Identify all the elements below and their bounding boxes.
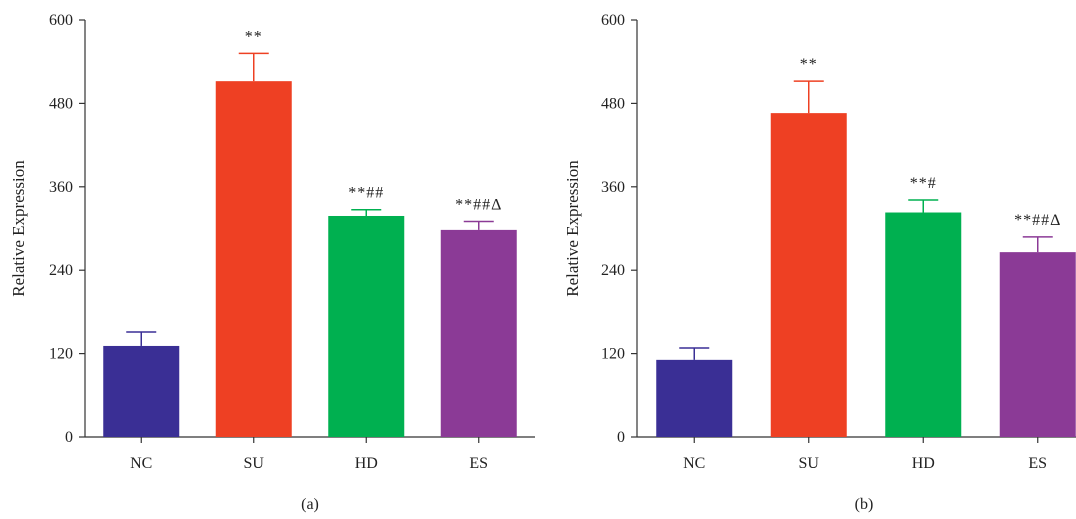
significance-label: ** — [245, 28, 263, 45]
bar-es — [440, 229, 517, 437]
bar-su — [215, 81, 292, 437]
y-tick-label: 600 — [49, 12, 73, 29]
y-tick-label: 0 — [65, 429, 73, 446]
chart-panel-a: 0 120 240 360 480 600 Relative Expression NC SU *… — [9, 12, 535, 513]
bar-nc — [103, 345, 180, 437]
y-tick-label: 600 — [601, 12, 625, 29]
x-tick-label: HD — [355, 455, 378, 472]
y-tick-label: 120 — [601, 346, 625, 363]
bar-nc — [656, 359, 733, 437]
y-tick-label: 120 — [49, 346, 73, 363]
y-tick-label: 240 — [49, 262, 73, 279]
significance-label: **##Δ — [1014, 212, 1061, 229]
y-tick-label: 360 — [601, 179, 625, 196]
y-axis-label: Relative Expression — [563, 160, 582, 297]
y-tick-label: 240 — [601, 262, 625, 279]
x-tick-label: SU — [244, 455, 265, 472]
y-tick-label: 480 — [49, 95, 73, 112]
significance-label: **## — [348, 185, 384, 202]
significance-label: ** — [800, 56, 818, 73]
bar-hd — [328, 215, 405, 437]
x-tick-label: SU — [799, 455, 820, 472]
x-tick-label: HD — [912, 455, 935, 472]
significance-label: **# — [910, 175, 937, 192]
y-tick-label: 480 — [601, 95, 625, 112]
x-tick-label: NC — [683, 455, 705, 472]
panel-label: (a) — [301, 496, 319, 513]
y-tick-label: 0 — [617, 429, 625, 446]
chart-panel-b: 0 120 240 360 480 600 Relative Expression NC SU *… — [563, 12, 1076, 513]
y-axis-label: Relative Expression — [9, 160, 28, 297]
y-tick-label: 360 — [49, 179, 73, 196]
bar-su — [770, 113, 847, 437]
significance-label: **##Δ — [455, 197, 502, 214]
panel-label: (b) — [855, 496, 874, 513]
bar-es — [999, 252, 1076, 437]
x-tick-label: ES — [469, 455, 488, 472]
x-tick-label: NC — [130, 455, 152, 472]
x-tick-label: ES — [1028, 455, 1047, 472]
bar-hd — [885, 212, 962, 437]
